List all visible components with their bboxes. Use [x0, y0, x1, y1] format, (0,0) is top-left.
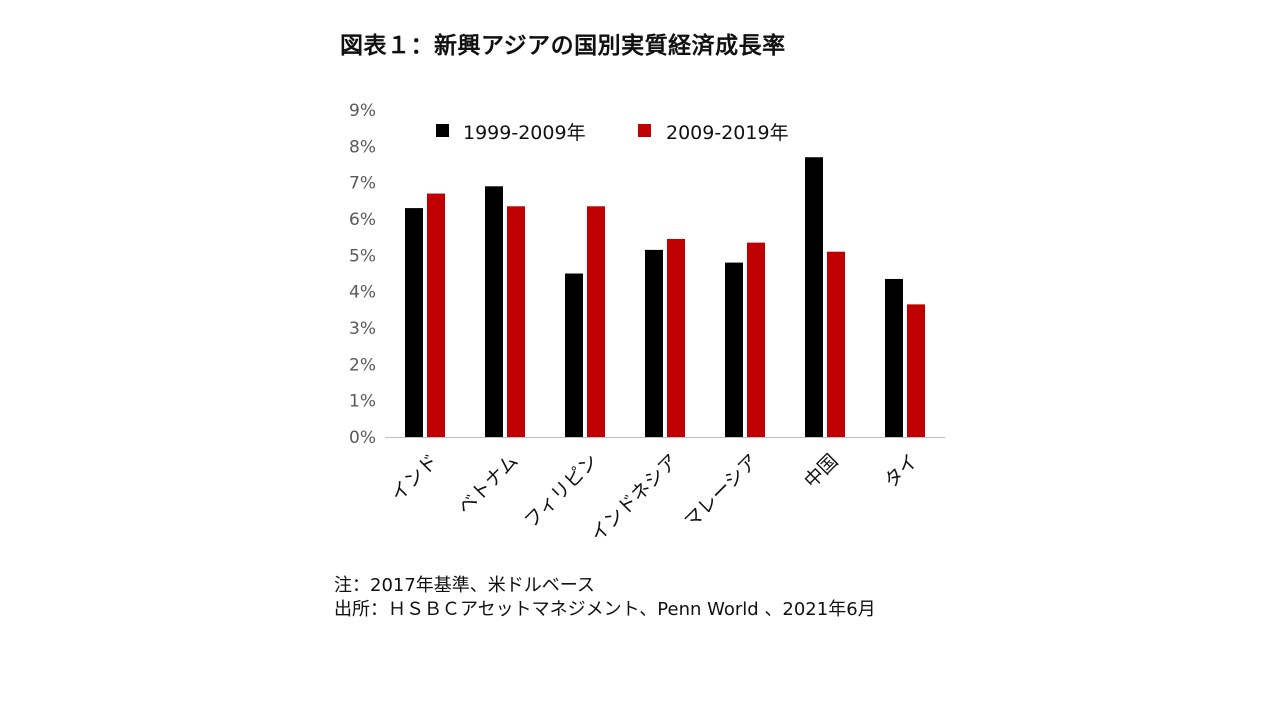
y-tick-label: 5% — [349, 246, 376, 266]
y-tick-label: 4% — [349, 283, 376, 303]
bar-series1 — [565, 273, 583, 437]
bar-series2 — [587, 206, 605, 437]
bar-series2 — [427, 193, 445, 437]
legend-swatch — [436, 124, 449, 137]
note-source: 出所：ＨＳＢＣアセットマネジメント、Penn World 、2021年6月 — [334, 599, 876, 620]
bar-series2 — [827, 251, 845, 437]
y-tick-label: 3% — [349, 319, 376, 339]
bar-series1 — [485, 186, 503, 437]
note-basis: 注：2017年基準、米ドルベース — [334, 575, 595, 596]
bar-series2 — [747, 242, 765, 437]
bar-series2 — [507, 206, 525, 437]
chart-title: 図表１：新興アジアの国別実質経済成長率 — [340, 33, 786, 59]
y-tick-label: 6% — [349, 210, 376, 230]
y-tick-label: 0% — [349, 428, 376, 448]
legend-swatch — [638, 124, 651, 137]
y-tick-label: 8% — [349, 137, 376, 157]
y-axis: 0% 1% 2% 3% 4% 5% 6% 7% 8% 9% — [349, 101, 376, 448]
legend-label: 2009-2019年 — [666, 122, 789, 144]
bar-series1 — [645, 249, 663, 437]
y-tick-label: 1% — [349, 392, 376, 412]
x-tick-label: フィリピン — [520, 450, 602, 532]
y-tick-label: 7% — [349, 174, 376, 194]
legend-label: 1999-2009年 — [463, 122, 586, 144]
y-tick-label: 2% — [349, 355, 376, 375]
x-tick-label: ベトナム — [454, 450, 523, 519]
bars — [405, 157, 925, 437]
legend: 1999-2009年 2009-2019年 — [436, 122, 789, 144]
bar-series2 — [907, 304, 925, 437]
x-tick-label: マレーシア — [680, 450, 762, 532]
bar-series1 — [405, 208, 423, 437]
chart-notes: 注：2017年基準、米ドルベース 出所：ＨＳＢＣアセットマネジメント、Penn … — [334, 574, 876, 622]
y-tick-label: 9% — [349, 101, 376, 121]
x-tick-label: タイ — [880, 450, 922, 492]
x-tick-label: インド — [387, 450, 443, 506]
bar-series1 — [725, 262, 743, 437]
bar-series1 — [805, 157, 823, 437]
bar-series1 — [885, 278, 903, 437]
bar-series2 — [667, 238, 685, 437]
x-tick-label: 中国 — [800, 450, 842, 492]
